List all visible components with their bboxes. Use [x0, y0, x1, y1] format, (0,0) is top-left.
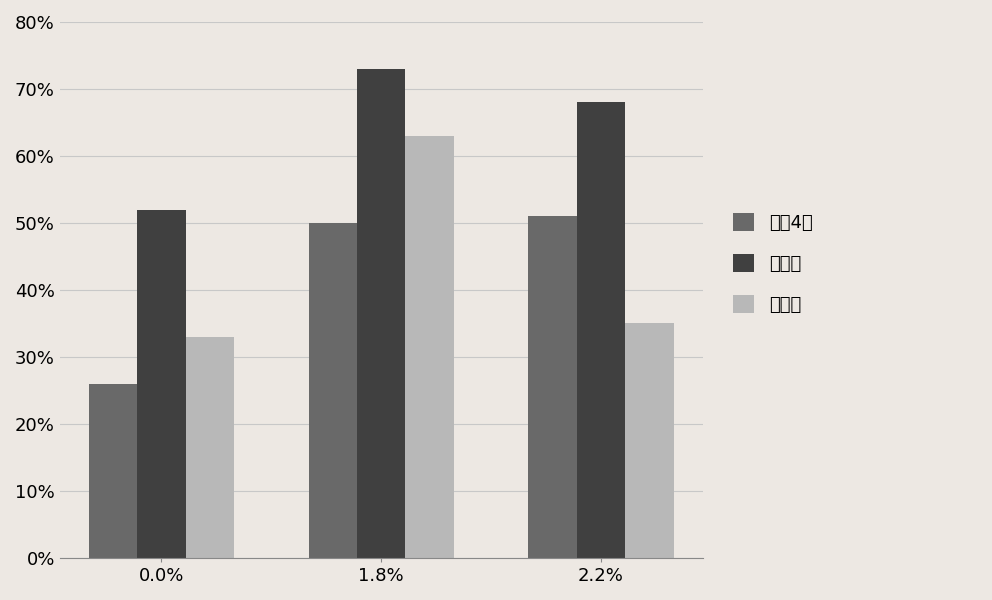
Bar [89, 384, 137, 558]
Bar [406, 136, 453, 558]
Bar [137, 209, 186, 558]
Bar [625, 323, 674, 558]
Bar [186, 337, 234, 558]
Legend: 宁粳4号, 日本晴, 扎西玛: 宁粳4号, 日本晴, 扎西玛 [718, 198, 827, 328]
Bar [357, 69, 406, 558]
Bar [529, 216, 576, 558]
Bar [576, 103, 625, 558]
Bar [309, 223, 357, 558]
